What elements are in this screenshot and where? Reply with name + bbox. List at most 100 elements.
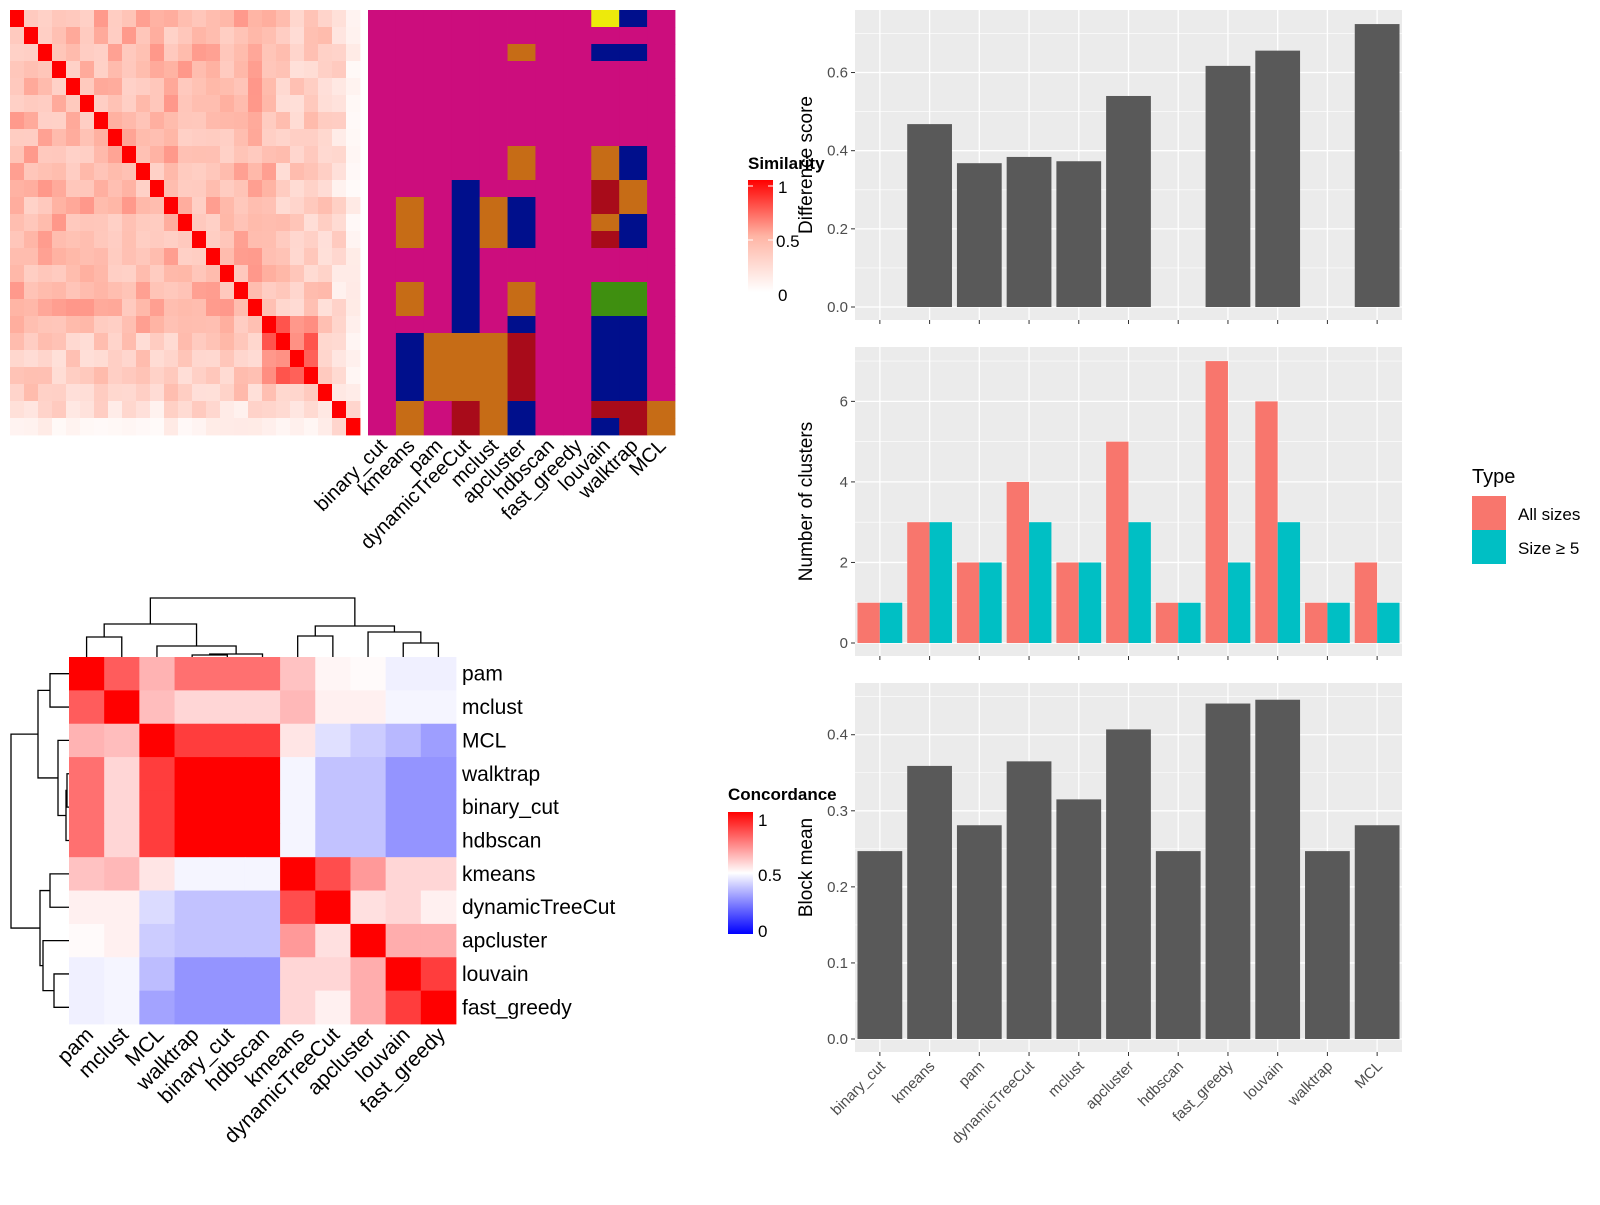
similarity-cell (80, 384, 95, 402)
similarity-cell (24, 146, 39, 164)
concordance-cell (280, 923, 316, 958)
difference-score-bar (1006, 156, 1052, 307)
assignment-cell (619, 367, 648, 385)
similarity-cell (206, 316, 221, 334)
assignment-cell (563, 333, 592, 351)
concordance-cell (139, 757, 175, 791)
concordance-cell (139, 857, 175, 891)
similarity-cell (262, 95, 277, 113)
assignment-cell (423, 231, 453, 249)
similarity-cell (164, 401, 179, 419)
assignment-cell (591, 146, 620, 164)
similarity-cell (80, 248, 95, 266)
similarity-cell (234, 163, 249, 181)
similarity-cell (164, 231, 179, 249)
concordance-legend-tick-label: 0.5 (758, 866, 782, 885)
concordance-cell (315, 990, 351, 1025)
similarity-cell (108, 146, 123, 164)
assignment-cell (368, 146, 397, 164)
similarity-cell (52, 163, 67, 181)
similarity-cell (346, 282, 361, 300)
similarity-cell (178, 384, 193, 402)
similarity-cell (346, 248, 361, 266)
x-tick-label: binary_cut (828, 1057, 890, 1119)
similarity-cell (178, 418, 193, 436)
size5-bar (979, 562, 1002, 643)
similarity-cell (10, 214, 25, 232)
similarity-cell (192, 163, 207, 181)
similarity-cell (38, 129, 53, 147)
similarity-cell (234, 112, 249, 130)
assignment-cell (395, 163, 425, 181)
difference-score-bar (1354, 24, 1400, 307)
similarity-cell (150, 265, 165, 283)
all-sizes-bar (1354, 562, 1378, 643)
block-mean-bar (1255, 699, 1301, 1039)
similarity-cell (108, 10, 123, 28)
concordance-cell (174, 857, 211, 891)
similarity-cell (276, 316, 291, 334)
similarity-cell (234, 10, 249, 28)
similarity-cell (122, 248, 137, 266)
y-tick-label: 0 (840, 635, 848, 652)
assignment-cell (479, 78, 508, 96)
similarity-cell (332, 231, 347, 249)
assignment-cell (563, 78, 592, 96)
assignment-cell (535, 418, 564, 436)
similarity-cell (38, 231, 53, 249)
similarity-cell (52, 214, 67, 232)
assignment-cell (619, 350, 648, 368)
similarity-cell (192, 27, 207, 45)
concordance-cell (350, 923, 387, 958)
similarity-cell (206, 112, 221, 130)
block-mean-bar (1155, 851, 1201, 1039)
concordance-cell (420, 990, 457, 1025)
assignment-cell (591, 401, 620, 419)
similarity-cell (24, 44, 39, 62)
similarity-cell (234, 78, 249, 96)
similarity-cell (52, 112, 67, 130)
assignment-cell (591, 418, 620, 436)
similarity-cell (192, 197, 207, 215)
similarity-cell (206, 401, 221, 419)
y-tick-label: 0.0 (827, 1031, 848, 1048)
size5-bar (1078, 562, 1102, 643)
size5-bar (1029, 522, 1052, 643)
similarity-cell (136, 61, 151, 79)
similarity-cell (66, 129, 81, 147)
similarity-cell (318, 384, 333, 402)
y-tick-label: 0.0 (827, 299, 848, 316)
legend-key-size5 (1472, 530, 1506, 564)
similarity-cell (38, 146, 53, 164)
similarity-cell (290, 61, 305, 79)
similarity-cell (346, 10, 361, 28)
similarity-cell (80, 146, 95, 164)
assignment-cell (647, 384, 676, 402)
assignment-cell (647, 112, 676, 130)
similarity-cell (290, 197, 305, 215)
assignment-cell (368, 129, 397, 147)
assignment-cell (647, 27, 676, 45)
all-sizes-bar (1305, 602, 1328, 643)
assignment-cell (647, 350, 676, 368)
similarity-cell (150, 231, 165, 249)
x-tick-label: MCL (1352, 1058, 1386, 1092)
similarity-cell (150, 78, 165, 96)
similarity-cell (150, 367, 165, 385)
similarity-cell (290, 163, 305, 181)
similarity-cell (290, 418, 305, 436)
similarity-cell (10, 163, 25, 181)
similarity-cell (24, 180, 39, 198)
concordance-cell (244, 957, 281, 992)
similarity-cell (38, 197, 53, 215)
dendrogram-branch (367, 631, 422, 657)
similarity-cell (38, 112, 53, 130)
concordance-cell (315, 857, 351, 891)
assignment-cell (423, 61, 453, 79)
assignment-cell (591, 384, 620, 402)
similarity-cell (234, 316, 249, 334)
y-axis-label: Number of clusters (796, 422, 817, 581)
similarity-cell (206, 282, 221, 300)
assignment-cell (563, 10, 592, 28)
similarity-cell (136, 418, 151, 436)
